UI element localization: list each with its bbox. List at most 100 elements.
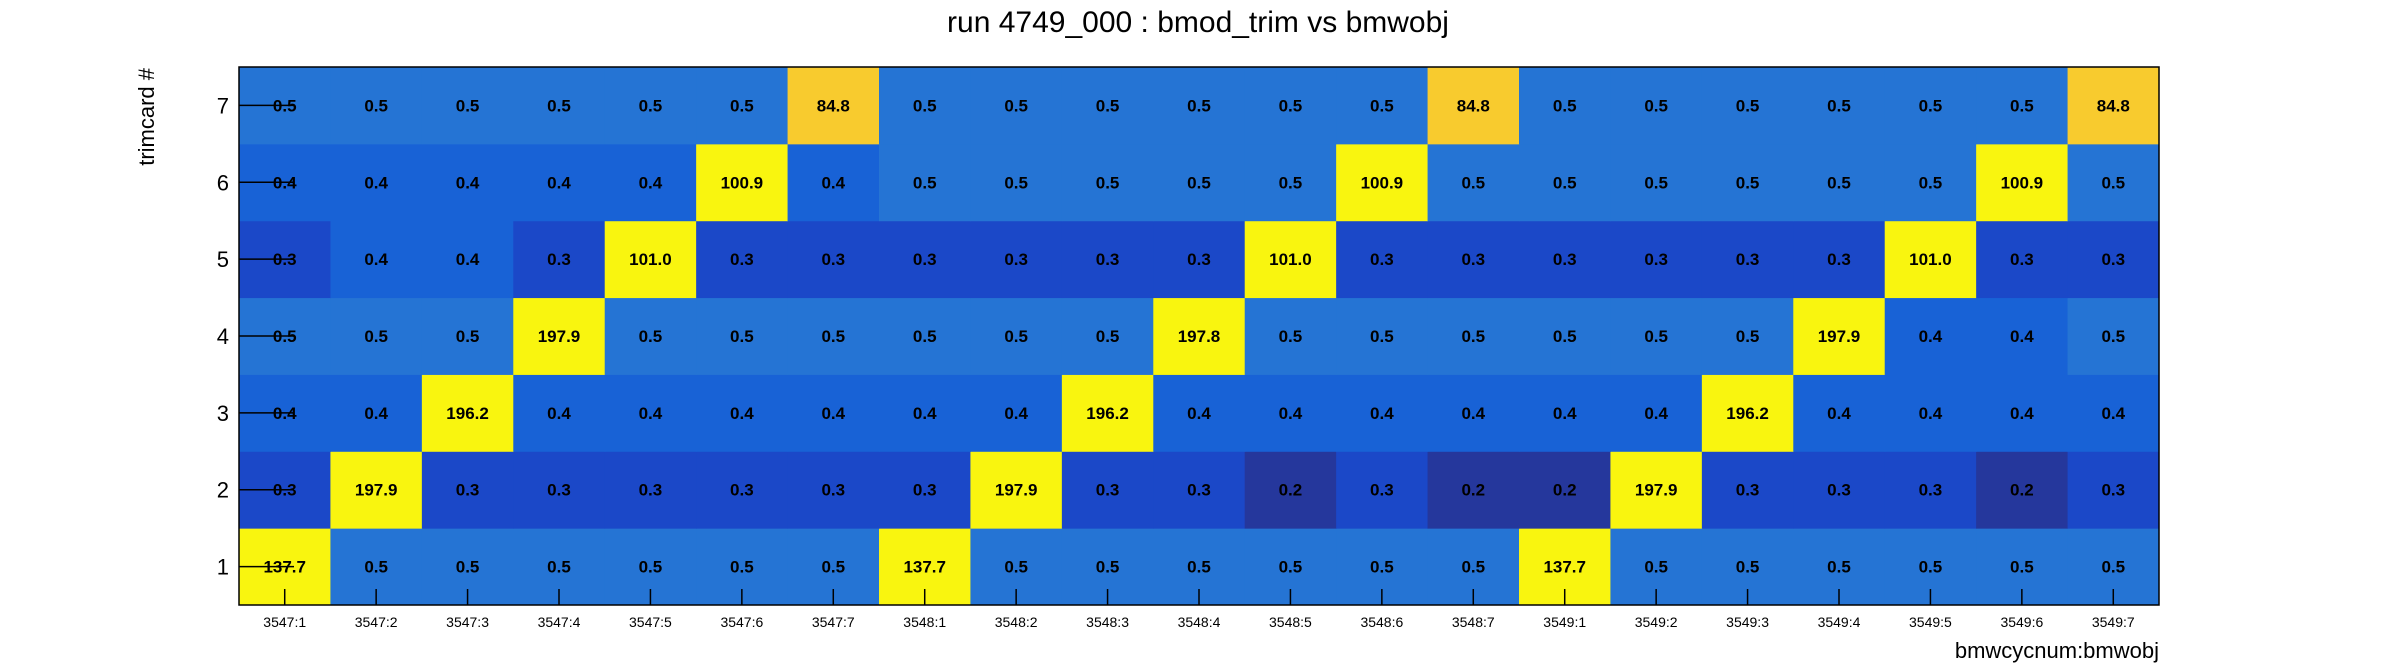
x-tick-label: 3549:1 — [1543, 614, 1586, 630]
cell-value-label: 0.3 — [639, 481, 663, 500]
heatmap-cell — [330, 374, 423, 452]
heatmap-cell — [513, 220, 606, 299]
heatmap-cell — [879, 451, 971, 529]
heatmap-cell — [2067, 374, 2160, 452]
cell-value-label: 0.4 — [1187, 404, 1211, 423]
heatmap-cell — [2067, 143, 2160, 222]
heatmap-cell — [1519, 220, 1611, 299]
cell-value-label: 0.2 — [1279, 481, 1303, 500]
x-tick-label: 3547:7 — [812, 614, 855, 630]
cell-value-label: 0.3 — [730, 250, 754, 269]
cell-value-label: 0.5 — [547, 558, 571, 577]
cell-value-label: 0.4 — [1370, 404, 1394, 423]
cell-value-label: 196.2 — [446, 404, 489, 423]
cell-value-label: 0.3 — [1096, 481, 1120, 500]
cell-value-label: 0.5 — [364, 558, 388, 577]
cell-value-label: 0.3 — [2010, 250, 2034, 269]
x-tick-label: 3549:2 — [1635, 614, 1678, 630]
heatmap-cell — [1976, 143, 2069, 222]
cell-value-label: 196.2 — [1086, 404, 1129, 423]
cell-value-label: 0.5 — [1004, 327, 1028, 346]
heatmap-cell — [1061, 297, 1154, 375]
cell-value-label: 0.5 — [1553, 173, 1577, 192]
heatmap-cell — [1701, 451, 1794, 529]
heatmap-cell — [1244, 67, 1337, 145]
heatmap-cell — [1061, 143, 1154, 222]
heatmap-cell — [421, 374, 514, 452]
heatmap-cell — [513, 67, 606, 145]
cell-value-label: 0.4 — [547, 173, 571, 192]
heatmap-cell — [1061, 67, 1154, 145]
heatmap-cell — [1427, 220, 1520, 299]
cell-value-label: 0.4 — [1827, 404, 1851, 423]
heatmap-cell — [1336, 297, 1429, 375]
cell-value-label: 197.9 — [1818, 327, 1861, 346]
cell-value-label: 0.2 — [1553, 481, 1577, 500]
cell-value-label: 196.2 — [1726, 404, 1769, 423]
y-tick-label: 2 — [217, 478, 229, 503]
heatmap-cell — [2067, 451, 2160, 529]
cell-value-label: 0.4 — [639, 404, 663, 423]
heatmap-cell — [970, 374, 1063, 452]
cell-value-label: 197.8 — [1178, 327, 1221, 346]
x-tick-label: 3549:4 — [1818, 614, 1861, 630]
heatmap-cell — [1610, 143, 1703, 222]
heatmap-cell — [1976, 297, 2069, 375]
heatmap-cell — [1793, 67, 1886, 145]
cell-value-label: 0.3 — [913, 250, 937, 269]
y-tick-label: 5 — [217, 247, 229, 272]
heatmap-cell — [879, 297, 971, 375]
cell-value-label: 101.0 — [629, 250, 672, 269]
heatmap-cell — [604, 143, 697, 222]
cell-value-label: 0.5 — [1919, 96, 1943, 115]
cell-value-label: 0.4 — [547, 404, 571, 423]
heatmap-cell — [696, 143, 789, 222]
y-tick-label: 3 — [217, 401, 229, 426]
cell-value-label: 0.5 — [1736, 173, 1760, 192]
cell-value-label: 0.5 — [1644, 173, 1668, 192]
heatmap-cell — [696, 297, 789, 375]
heatmap-cell — [1610, 220, 1703, 299]
heatmap-cell — [1427, 67, 1520, 145]
heatmap-cell — [421, 451, 514, 529]
cell-value-label: 0.5 — [1736, 96, 1760, 115]
heatmap-cell — [1701, 297, 1794, 375]
cell-value-label: 0.5 — [2101, 173, 2125, 192]
heatmap-cell — [1884, 143, 1977, 222]
cell-value-label: 0.4 — [730, 404, 754, 423]
cell-value-label: 0.3 — [1827, 250, 1851, 269]
cell-value-label: 0.5 — [730, 96, 754, 115]
cell-value-label: 197.9 — [1635, 481, 1678, 500]
heatmap-cell — [2067, 67, 2160, 145]
heatmap-cell — [1519, 297, 1611, 375]
heatmap-cell — [1244, 297, 1337, 375]
heatmap-cell — [879, 374, 971, 452]
y-tick-label: 4 — [217, 324, 229, 349]
cell-value-label: 0.5 — [1736, 327, 1760, 346]
heatmap-cell — [1061, 451, 1154, 529]
heatmap-cell — [1153, 220, 1246, 299]
cell-value-label: 0.3 — [1370, 250, 1394, 269]
cell-value-label: 137.7 — [1543, 558, 1586, 577]
cell-value-label: 0.3 — [547, 250, 571, 269]
heatmap-cell — [1976, 220, 2069, 299]
x-tick-label: 3547:4 — [538, 614, 581, 630]
heatmap-cell — [1336, 67, 1429, 145]
heatmap-cell — [970, 297, 1063, 375]
chart-title: run 4749_000 : bmod_trim vs bmwobj — [947, 6, 1449, 39]
y-tick-label: 7 — [217, 93, 229, 118]
x-tick-label: 3548:2 — [995, 614, 1038, 630]
heatmap-cell — [1427, 297, 1520, 375]
cell-value-label: 0.5 — [1644, 327, 1668, 346]
heatmap-cell — [1793, 220, 1886, 299]
heatmap-cell — [1153, 67, 1246, 145]
cell-value-label: 0.5 — [456, 327, 480, 346]
cell-value-label: 0.4 — [821, 173, 845, 192]
cell-value-label: 0.5 — [639, 327, 663, 346]
cell-value-label: 0.5 — [1004, 173, 1028, 192]
cell-value-label: 0.2 — [2010, 481, 2034, 500]
heatmap-cell — [1701, 374, 1794, 452]
cell-value-label: 101.0 — [1909, 250, 1952, 269]
x-axis-title: bmwcycnum:bmwobj — [1955, 638, 2159, 663]
cell-value-label: 0.5 — [1096, 173, 1120, 192]
